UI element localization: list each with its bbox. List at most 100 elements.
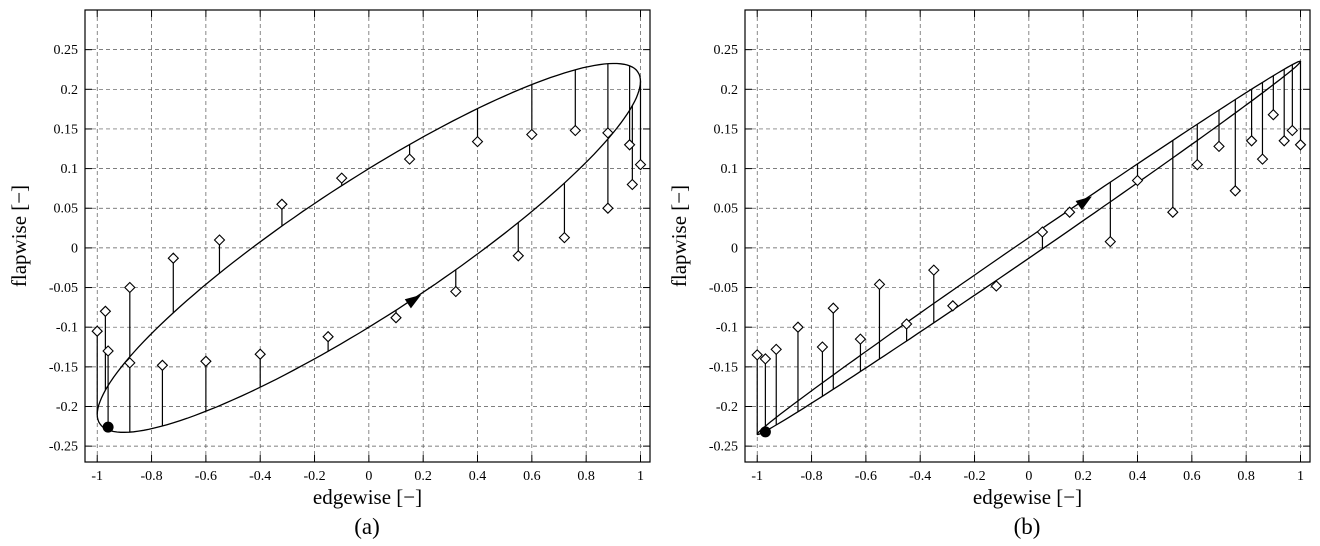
x-axis-label: edgewise [−] <box>973 485 1082 509</box>
y-tick-label: 0.05 <box>54 202 79 217</box>
diamond-marker <box>1294 139 1307 151</box>
x-tick-label: -0.8 <box>800 469 822 484</box>
diamond-marker <box>450 285 462 298</box>
diamond-marker <box>990 280 1003 292</box>
diamond-marker <box>390 311 402 324</box>
diamond-marker <box>526 128 538 141</box>
y-tick-label: 0.25 <box>714 43 739 58</box>
plot-box <box>744 9 1311 463</box>
diamond-marker <box>124 357 136 369</box>
diamond-marker <box>854 333 867 345</box>
diamond-marker <box>602 202 614 214</box>
x-tick-label: 0.4 <box>469 469 487 484</box>
diamond-marker <box>1063 206 1076 218</box>
diamond-marker <box>1286 124 1299 137</box>
subplot-b-caption: (b) <box>1013 514 1041 539</box>
y-axis-label: flapwise [−] <box>7 185 31 287</box>
x-tick-label: 0.8 <box>1237 469 1255 484</box>
diamond-marker <box>626 178 639 191</box>
y-tick-label: 0.2 <box>721 83 739 98</box>
x-tick-label: -0.8 <box>140 469 162 484</box>
diamond-marker <box>759 353 772 365</box>
diamond-marker <box>602 127 614 139</box>
diamond-marker <box>276 198 288 211</box>
x-tick-label: 1 <box>1297 469 1304 484</box>
diamond-marker <box>512 250 525 262</box>
diamond-marker <box>816 341 829 353</box>
diamond-marker <box>254 348 266 360</box>
diamond-marker <box>623 139 636 151</box>
diamond-marker <box>827 302 840 314</box>
diamond-marker <box>770 343 782 356</box>
x-tick-label: 0.2 <box>414 469 432 484</box>
x-tick-label: 0 <box>365 469 372 484</box>
y-tick-label: -0.1 <box>716 321 738 336</box>
y-tick-label: -0.1 <box>56 321 78 336</box>
diamond-marker <box>947 300 959 312</box>
plot-b-canvas: -1 -0.8 -0.6 -0.4 -0.2 0 0.2 0.4 0.6 0.8 1 0.25 0.2 0… <box>667 9 1311 509</box>
diamond-marker <box>91 325 103 337</box>
diamond-marker <box>569 124 582 137</box>
start-point-marker <box>102 421 114 433</box>
y-axis-label: flapwise [−] <box>667 185 691 287</box>
diamond-marker <box>634 158 647 171</box>
y-tick-label: -0.25 <box>709 440 738 455</box>
subplot-b: -1 -0.8 -0.6 -0.4 -0.2 0 0.2 0.4 0.6 0.8 1 0.25 0.2 0… <box>660 0 1320 542</box>
x-tick-label: 0.2 <box>1074 469 1092 484</box>
diamond-marker <box>1229 185 1242 197</box>
diamond-marker <box>873 278 886 291</box>
x-tick-label: 0.4 <box>1129 469 1147 484</box>
diamond-marker <box>156 359 169 372</box>
y-tick-label: 0.15 <box>54 122 79 137</box>
y-tick-label: 0.1 <box>721 162 739 177</box>
diamond-marker <box>1191 158 1204 171</box>
y-tick-label: -0.15 <box>49 360 78 375</box>
diamond-marker <box>403 153 416 165</box>
x-tick-label: -0.2 <box>303 469 325 484</box>
diamond-marker <box>1245 135 1258 147</box>
direction-arrow <box>1075 196 1092 211</box>
x-tick-label: -1 <box>91 469 103 484</box>
diamond-marker <box>1213 140 1225 153</box>
diamond-marker <box>99 305 112 318</box>
y-tick-label: 0.1 <box>61 162 79 177</box>
plot-box <box>84 9 651 463</box>
diamond-marker <box>335 172 348 184</box>
x-tick-label: 0.6 <box>523 469 541 484</box>
diamond-marker <box>322 330 334 343</box>
subplot-a-caption: (a) <box>354 514 380 539</box>
diamond-marker <box>1267 108 1280 121</box>
diamond-marker <box>1256 153 1269 165</box>
subplot-a: -1 -0.8 -0.6 -0.4 -0.2 0 0.2 0.4 0.6 0.8 1 0.25 0.2 0… <box>0 0 660 542</box>
y-tick-label: 0.05 <box>714 202 739 217</box>
direction-arrow <box>404 294 422 309</box>
diamond-marker <box>928 264 940 276</box>
y-tick-label: 0.15 <box>714 122 739 137</box>
y-tick-label: 0 <box>731 241 738 256</box>
x-tick-label: 0 <box>1025 469 1032 484</box>
diamond-marker <box>751 349 763 361</box>
y-tick-label: -0.05 <box>49 281 78 296</box>
diamond-marker <box>900 318 913 330</box>
start-point-marker <box>759 426 771 438</box>
x-tick-label: -1 <box>751 469 763 484</box>
y-tick-label: -0.15 <box>709 360 738 375</box>
diamond-marker <box>1167 206 1179 218</box>
x-tick-label: 0.6 <box>1183 469 1201 484</box>
diamond-marker <box>1036 226 1049 238</box>
diamond-marker <box>200 355 212 368</box>
x-tick-label: -0.4 <box>909 469 931 484</box>
y-tick-label: -0.05 <box>709 281 738 296</box>
diamond-marker <box>1278 135 1290 147</box>
diamond-marker <box>102 345 114 357</box>
y-tick-label: -0.25 <box>49 440 78 455</box>
x-tick-label: -0.4 <box>249 469 271 484</box>
diamond-marker <box>792 321 804 333</box>
x-tick-label: 1 <box>637 469 644 484</box>
diamond-marker <box>167 252 180 264</box>
x-axis-label: edgewise [−] <box>313 485 422 509</box>
diamond-marker <box>1104 235 1117 248</box>
diamond-marker <box>471 135 484 148</box>
